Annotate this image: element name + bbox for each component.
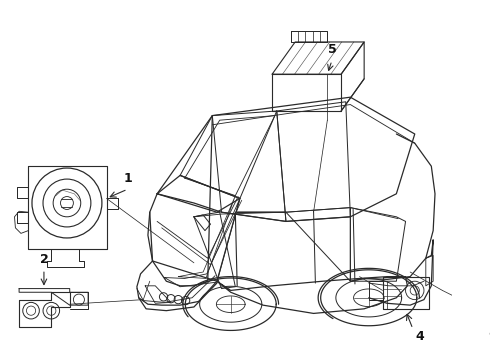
Text: 1: 1 xyxy=(123,172,132,185)
Text: 4: 4 xyxy=(415,330,424,343)
Text: 2: 2 xyxy=(40,253,49,266)
Text: 3: 3 xyxy=(489,325,490,338)
Text: 5: 5 xyxy=(328,43,336,56)
